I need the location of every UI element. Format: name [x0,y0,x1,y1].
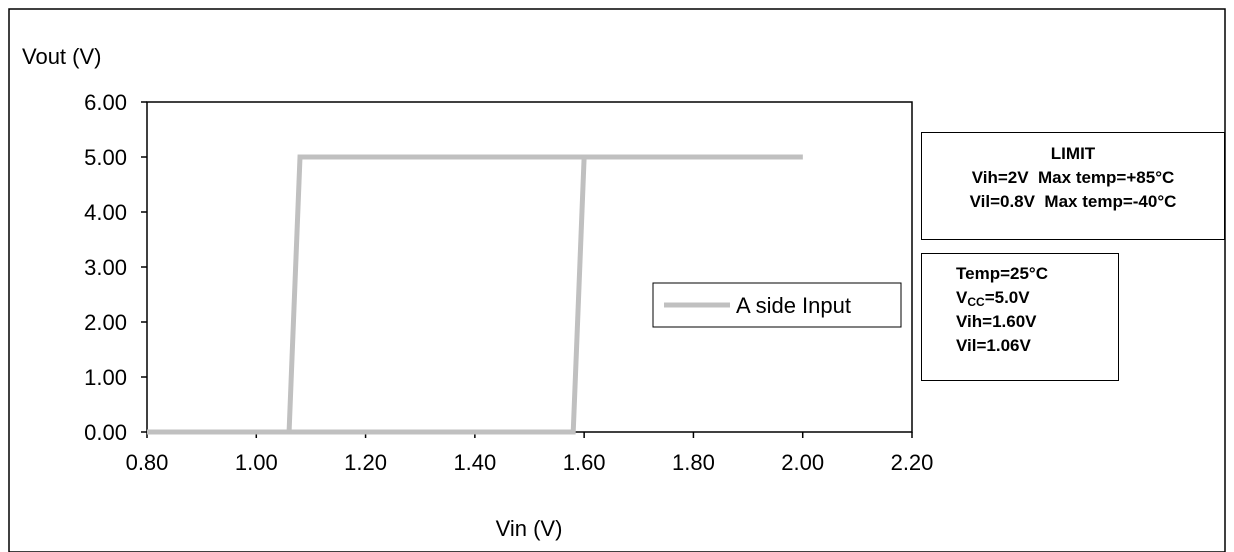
x-tick-label: 1.60 [563,450,606,475]
limit-title: LIMIT [1050,144,1096,163]
vcc-value: =5.0V [984,288,1030,307]
y-tick-label: 5.00 [84,145,127,170]
legend-label-a-side-input: A side Input [736,293,851,318]
x-tick-label: 1.20 [344,450,387,475]
x-axis-title: Vin (V) [496,516,563,541]
y-tick-label: 0.00 [84,420,127,445]
x-tick-label: 1.00 [235,450,278,475]
vcc-subscript: CC [967,295,985,309]
condition-vih: Vih=1.60V [956,312,1037,331]
x-axis-ticks: 0.80 1.00 1.20 1.40 1.60 1.80 2.00 2.20 [126,432,934,475]
y-tick-label: 3.00 [84,255,127,280]
x-tick-label: 2.20 [891,450,934,475]
limit-vil: Vil=0.8V Max temp=-40°C [969,192,1177,211]
vcc-symbol: V [956,288,968,307]
y-axis-title: Vout (V) [22,44,101,69]
x-tick-label: 1.80 [672,450,715,475]
x-tick-label: 2.00 [781,450,824,475]
condition-temp: Temp=25°C [956,264,1048,283]
series-line-a-side-input-falling [147,154,803,435]
condition-vcc: VCC=5.0V [956,286,1118,310]
y-tick-label: 1.00 [84,365,127,390]
x-tick-label: 0.80 [126,450,169,475]
limit-box: LIMIT Vih=2V Max temp=+85°C Vil=0.8V Max… [921,132,1225,240]
plot-area [146,101,913,433]
condition-vil: Vil=1.06V [956,336,1031,355]
series-layer [147,154,803,435]
y-tick-label: 2.00 [84,310,127,335]
y-tick-label: 6.00 [84,90,127,115]
y-axis-ticks: 0.00 1.00 2.00 3.00 4.00 5.00 6.00 [84,90,147,445]
y-tick-label: 4.00 [84,200,127,225]
x-tick-label: 1.40 [453,450,496,475]
limit-vih: Vih=2V Max temp=+85°C [971,168,1175,187]
conditions-box: Temp=25°C VCC=5.0V Vih=1.60V Vil=1.06V [921,253,1119,381]
legend: A side Input [652,282,902,328]
